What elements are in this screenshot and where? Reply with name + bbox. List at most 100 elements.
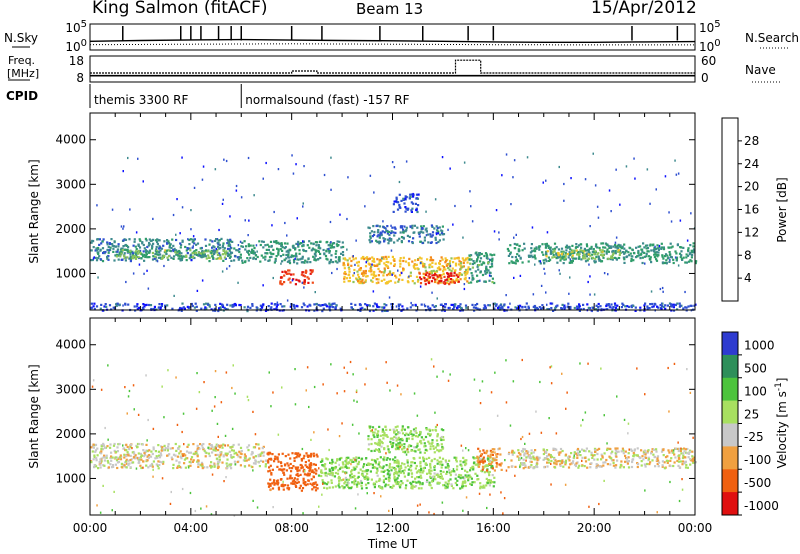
velocity-cell (489, 449, 492, 452)
velocity-cell (183, 458, 186, 461)
power-cell (311, 269, 314, 272)
velocity-cell (404, 434, 407, 437)
velocity-cell (546, 465, 549, 468)
velocity-cell (391, 443, 394, 446)
power-cell (638, 254, 641, 257)
velocity-cell (378, 485, 382, 488)
velocity-cell (410, 472, 413, 475)
power-cell (173, 247, 176, 250)
power-cell (253, 247, 256, 250)
velocity-cell (382, 475, 385, 478)
velocity-cell (373, 431, 376, 434)
velocity-cell (590, 453, 593, 457)
velocity-cell (319, 460, 323, 463)
freq-left-label-1: Freq. (8, 54, 35, 67)
power-cell (548, 259, 551, 262)
power-cell (262, 246, 265, 249)
power-cell (352, 280, 355, 284)
velocity-cell (364, 483, 368, 486)
power-cell (117, 254, 120, 257)
velocity-cell (283, 468, 286, 471)
velocity-cell (387, 448, 390, 451)
velocity-cell (343, 486, 346, 489)
velocity-cell (455, 460, 458, 463)
velocity-cell (404, 487, 407, 490)
velocity-speckle-cell (449, 373, 451, 376)
power-cell (144, 254, 147, 257)
power-cell (474, 270, 477, 273)
power-cell (112, 247, 115, 250)
velocity-cell (125, 443, 128, 446)
velocity-cell (159, 452, 162, 455)
power-cell (648, 257, 651, 260)
power-cell (566, 253, 569, 256)
velocity-cell (425, 427, 428, 430)
power-cell (228, 249, 231, 252)
freq-left-tick-top: 18 (69, 54, 84, 68)
power-speckle-cell (404, 225, 406, 228)
velocity-speckle-cell (107, 438, 109, 441)
power-speckle-cell (385, 227, 387, 230)
power-cell (137, 244, 140, 247)
velocity-cell (546, 461, 549, 464)
power-cell (648, 307, 651, 310)
velocity-cell (344, 480, 347, 484)
power-speckle-cell (303, 286, 305, 289)
power-cell (136, 250, 139, 253)
noise-panel-frame (89, 23, 696, 51)
velocity-cell (172, 453, 176, 456)
power-cell (311, 248, 314, 251)
velocity-cell (166, 454, 169, 457)
power-cell (105, 305, 108, 308)
power-speckle-cell (615, 236, 618, 239)
power-cell (653, 253, 656, 256)
power-cell (392, 231, 395, 234)
power-cell (141, 253, 144, 256)
velocity-cell (425, 480, 428, 483)
velocity-cell (447, 482, 450, 485)
power-speckle-cell (540, 284, 543, 287)
power-cell (193, 238, 196, 241)
velocity-cell (643, 463, 646, 466)
power-cell (643, 246, 646, 249)
power-cell (368, 226, 371, 230)
power-cell (652, 305, 655, 308)
power-cell (378, 262, 381, 266)
velocity-cell (464, 460, 467, 463)
power-speckle-cell (297, 258, 300, 261)
power-cell (264, 255, 267, 258)
power-cell (618, 250, 621, 253)
power-cell (136, 303, 139, 306)
velocity-cell (415, 446, 418, 449)
power-cell (92, 240, 95, 243)
power-cell (607, 304, 610, 307)
velocity-cell (532, 467, 535, 470)
power-cell (620, 247, 624, 250)
velocity-cell (273, 457, 276, 461)
velocity-cell (433, 472, 436, 475)
power-cell (586, 252, 589, 255)
velocity-cell (393, 475, 396, 479)
power-speckle-cell (513, 236, 515, 239)
velocity-cell (144, 453, 147, 456)
power-cell (393, 263, 396, 266)
velocity-cell (403, 475, 406, 478)
velocity-cell (575, 462, 578, 465)
power-cell (215, 238, 218, 241)
velocity-cell (518, 458, 521, 461)
power-cell (399, 262, 402, 265)
velocity-cell (438, 456, 441, 459)
power-cell (368, 239, 371, 242)
power-cell (295, 278, 298, 281)
velocity-cell (294, 452, 297, 455)
velocity-speckle-cell (231, 427, 234, 430)
velocity-speckle-cell (540, 431, 543, 434)
velocity-cell (586, 466, 589, 469)
power-cell (301, 271, 304, 274)
velocity-cell (411, 435, 414, 438)
velocity-cell (349, 476, 352, 479)
power-cell (254, 257, 257, 261)
power-cell (429, 233, 432, 236)
power-cell (101, 240, 104, 243)
power-cell (373, 230, 376, 234)
